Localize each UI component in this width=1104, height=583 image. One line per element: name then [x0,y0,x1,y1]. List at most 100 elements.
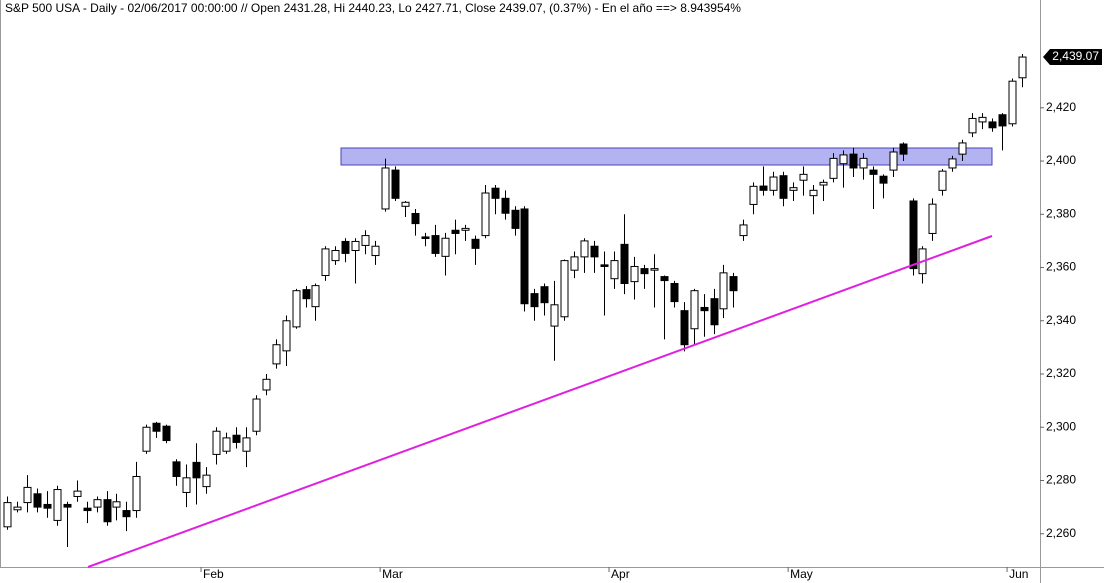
up-candle [202,474,211,488]
x-tick-label: Apr [611,567,630,581]
up-candle [550,304,559,327]
down-candle [909,200,918,270]
up-candle [809,189,818,197]
down-candle [670,283,679,303]
down-candle [501,197,510,214]
up-candle [958,142,967,155]
up-candle [570,256,579,271]
down-candle [411,212,420,225]
up-candle [361,235,370,246]
y-tick-label: 2,360 [1046,260,1076,274]
down-candle [590,245,599,258]
up-candle [13,506,22,511]
down-candle [172,461,181,477]
down-candle [869,169,878,175]
y-tick-label: 2,260 [1046,526,1076,540]
up-candle [799,173,808,181]
down-candle [471,238,480,249]
up-candle [769,176,778,191]
up-candle [690,290,699,330]
down-candle [520,208,529,305]
up-candle [53,489,62,521]
up-candle [968,117,977,134]
down-candle [341,240,350,254]
up-candle [749,185,758,205]
down-candle [451,229,460,234]
up-candle [262,378,271,391]
down-candle [779,175,788,199]
up-candle [829,157,838,179]
y-tick-label: 2,420 [1046,100,1076,114]
y-tick-label: 2,380 [1046,206,1076,220]
up-candle [789,187,798,191]
up-candle [93,499,102,508]
up-candle [481,192,490,237]
up-candle [461,227,470,231]
x-tick-label: May [790,567,813,581]
up-candle [739,224,748,237]
up-candle [311,285,320,308]
up-candle [401,201,410,207]
down-candle [162,425,171,442]
y-tick-label: 2,340 [1046,313,1076,327]
down-candle [998,114,1007,127]
x-tick-label: Jun [1009,567,1028,581]
down-candle [511,209,520,229]
down-candle [988,121,997,129]
down-candle [710,298,719,326]
up-candle [73,490,82,497]
up-candle [441,237,450,257]
up-candle [242,437,251,452]
resistance-zone [340,147,993,166]
down-candle [879,175,888,184]
up-candle [938,170,947,191]
up-candle [132,475,141,512]
x-tick-label: Feb [203,567,224,581]
up-candle [580,240,589,258]
down-candle [122,510,131,518]
up-candle [112,501,121,508]
down-candle [33,493,42,508]
down-candle [192,461,201,479]
up-candle [3,502,12,528]
up-candle [331,249,340,262]
down-candle [729,276,738,292]
up-candle [889,151,898,171]
up-candle [948,158,957,169]
up-candle [282,320,291,352]
up-candle [1018,56,1027,79]
up-candle [610,260,619,280]
up-candle [222,437,231,452]
down-candle [302,289,311,300]
y-tick-label: 2,300 [1046,419,1076,433]
up-candle [719,272,728,310]
down-candle [431,235,440,254]
up-candle [978,116,987,123]
up-candle [560,260,569,318]
up-candle [252,398,261,432]
down-candle [759,185,768,191]
up-candle [859,157,868,169]
up-candle [371,245,380,257]
up-candle [23,486,32,504]
down-candle [43,503,52,509]
up-candle [321,248,330,277]
up-candle [142,426,151,452]
up-candle [928,203,937,234]
down-candle [491,187,500,199]
up-candle [650,268,659,271]
down-candle [600,264,609,267]
up-candle [272,344,281,365]
trend-line [87,235,993,568]
down-candle [421,236,430,240]
down-candle [530,293,539,308]
down-candle [103,499,112,523]
down-candle [660,276,669,282]
y-tick-label: 2,280 [1046,473,1076,487]
up-candle [381,167,390,210]
up-candle [182,477,191,493]
y-tick-label: 2,320 [1046,366,1076,380]
down-candle [620,243,629,285]
up-candle [630,265,639,283]
